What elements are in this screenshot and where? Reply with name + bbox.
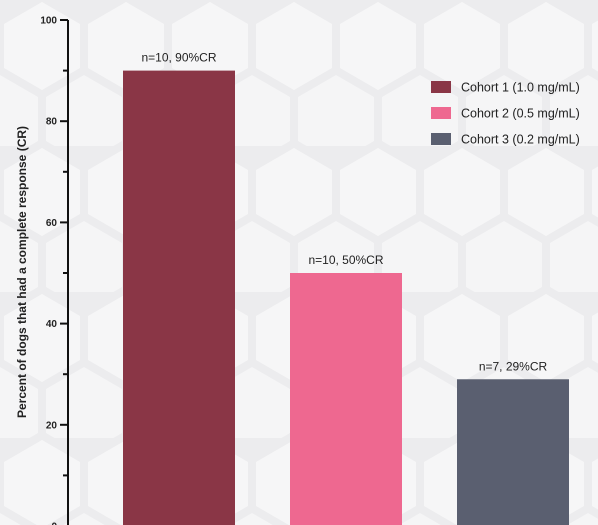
legend-swatch-cohort-3 [431,133,451,145]
legend: Cohort 1 (1.0 mg/mL) Cohort 2 (0.5 mg/mL)… [431,81,580,147]
y-tick-label: 80 [46,117,58,128]
y-axis: 0 20 40 60 80 100 [40,16,69,525]
y-tick-label: 40 [46,319,58,330]
bar-cohort-2 [290,273,402,525]
bar-cohort-3 [457,379,569,525]
data-label-cohort-3: n=7, 29%CR [479,359,548,373]
legend-label-cohort-3: Cohort 3 (0.2 mg/mL) [461,133,580,147]
legend-swatch-cohort-1 [431,81,451,93]
y-tick-label: 60 [46,218,58,229]
legend-swatch-cohort-2 [431,107,451,119]
data-label-cohort-2: n=10, 50%CR [308,253,383,267]
legend-label-cohort-2: Cohort 2 (0.5 mg/mL) [461,107,580,121]
y-tick-label: 0 [51,522,57,525]
legend-label-cohort-1: Cohort 1 (1.0 mg/mL) [461,81,580,95]
y-tick-label: 20 [46,420,58,431]
data-labels: n=10, 90%CR n=10, 50%CR n=7, 29%CR [141,51,547,374]
y-tick-label: 100 [40,16,57,27]
bars [123,70,569,525]
data-label-cohort-1: n=10, 90%CR [141,51,216,65]
y-axis-label: Percent of dogs that had a complete resp… [15,126,29,418]
bar-cohort-1 [123,70,235,525]
